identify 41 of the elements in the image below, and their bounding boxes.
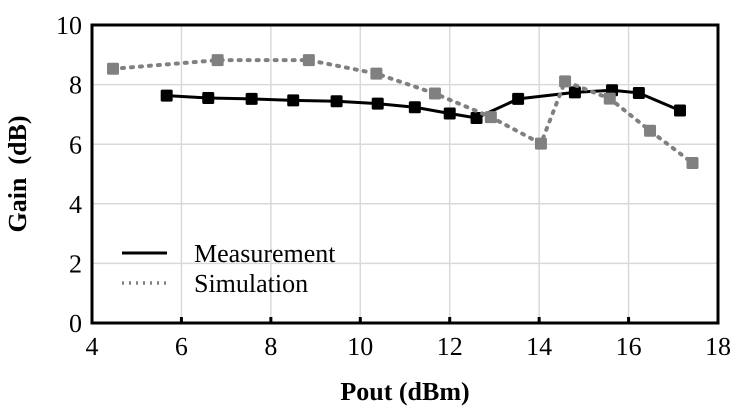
legend-label: Simulation: [194, 269, 308, 298]
x-tick-label: 12: [436, 332, 463, 361]
y-tick-label: 10: [56, 11, 82, 40]
point: [559, 75, 572, 88]
point: [686, 156, 699, 169]
point: [534, 138, 547, 150]
point: [160, 90, 173, 102]
x-tick-label: 6: [174, 332, 188, 361]
point: [604, 92, 616, 105]
point: [370, 68, 382, 80]
y-tick-label: 2: [69, 250, 82, 278]
legend-label: Measurement: [194, 239, 336, 268]
y-tick-label: 8: [69, 70, 82, 100]
point: [408, 101, 421, 114]
y-tick-label: 4: [69, 190, 82, 219]
point: [512, 92, 524, 105]
point: [202, 92, 214, 104]
point: [428, 88, 441, 100]
point: [212, 54, 224, 66]
y-axis-title: Gain (dB): [3, 115, 32, 233]
point: [302, 54, 315, 66]
point: [632, 86, 645, 99]
x-tick-label: 8: [264, 332, 278, 361]
point: [372, 98, 384, 110]
point: [644, 124, 656, 137]
point: [287, 94, 300, 106]
point: [484, 111, 497, 124]
point: [470, 112, 483, 124]
point: [444, 108, 456, 120]
y-tick-label: 6: [69, 130, 82, 160]
y-tick-label: 0: [69, 309, 82, 338]
point: [107, 62, 120, 75]
x-tick-label: 14: [526, 332, 552, 361]
x-axis-title: Pout (dBm): [340, 377, 470, 406]
point: [568, 86, 581, 98]
point: [246, 92, 258, 105]
x-tick-label: 10: [347, 332, 374, 361]
x-tick-label: 18: [705, 332, 731, 361]
x-tick-label: 16: [616, 332, 642, 361]
point: [330, 95, 343, 108]
point: [674, 104, 686, 117]
